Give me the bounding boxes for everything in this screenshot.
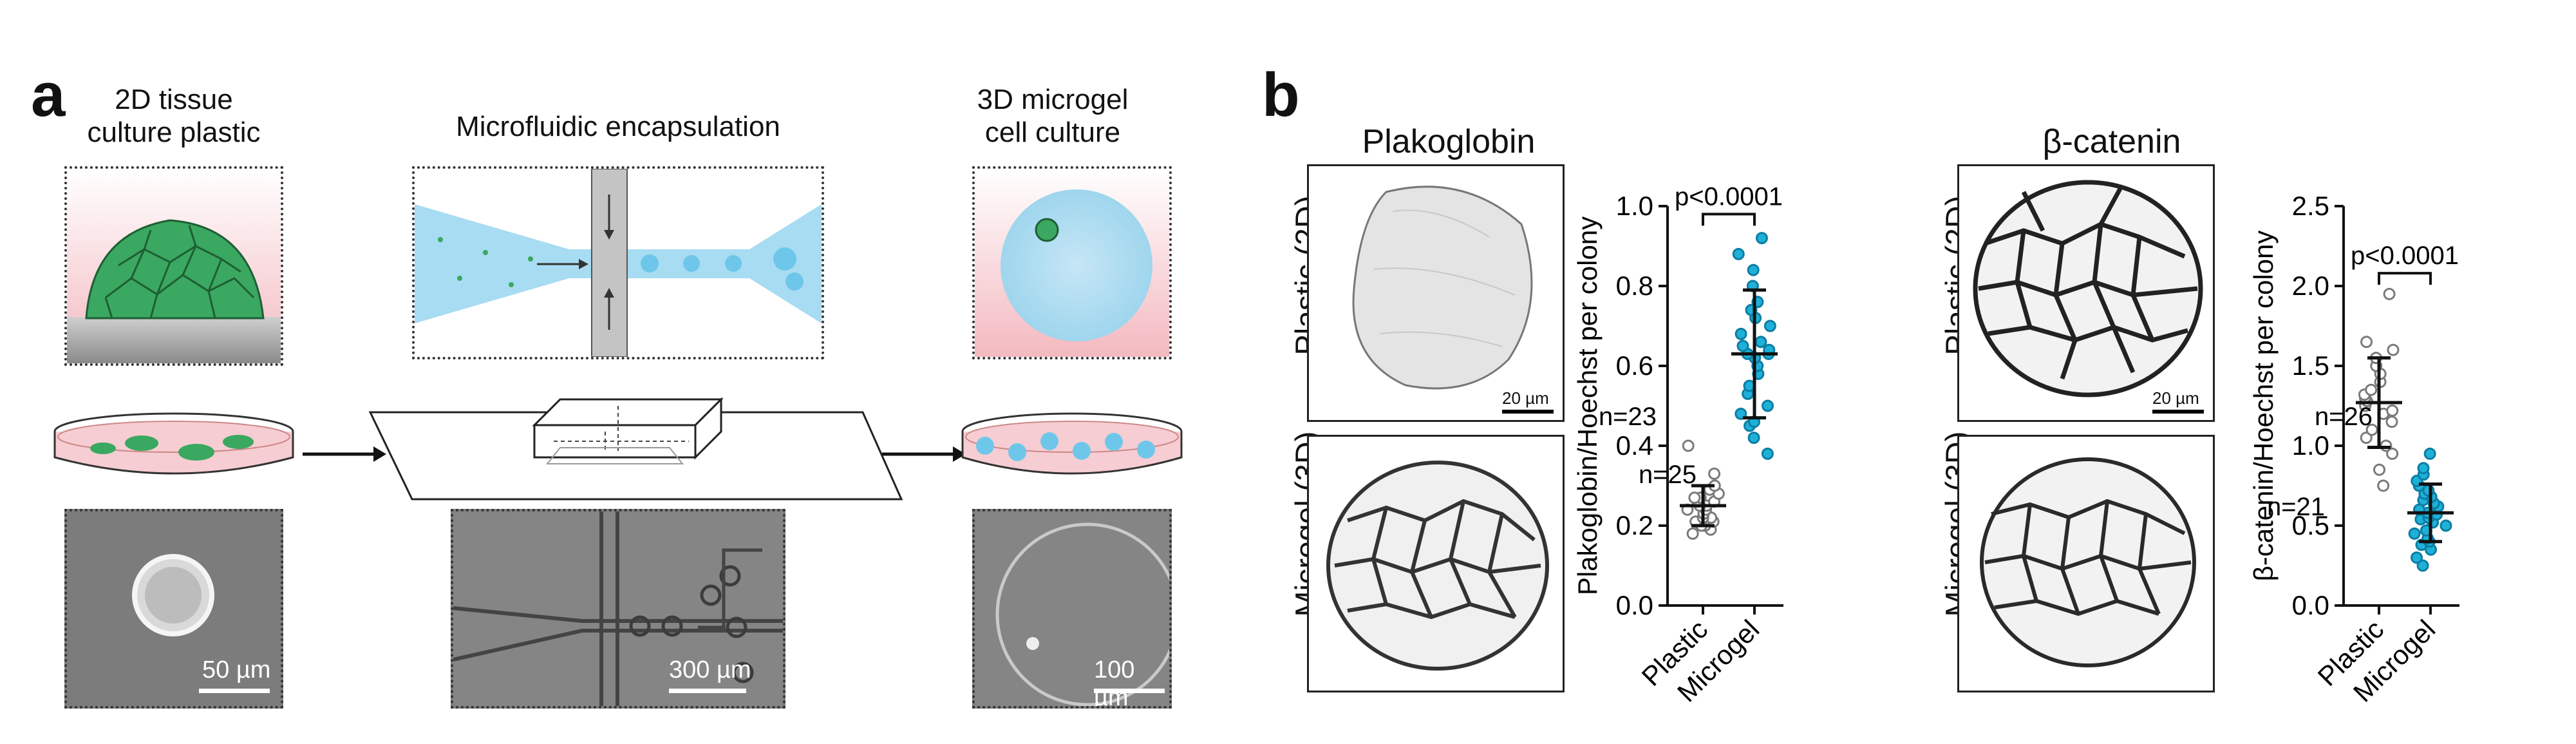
data-point-microgel [2423, 447, 2436, 460]
data-point-plastic [2383, 287, 2396, 300]
scalebar-50um [199, 689, 270, 693]
data-point-microgel [1762, 399, 1774, 412]
beta-catenin-plastic-image: 20 µm [1957, 164, 2215, 422]
data-point-microgel [1763, 320, 1776, 332]
plakoglobin-microgel-image [1307, 435, 1565, 692]
title-2d-culture: 2D tissue culture plastic [77, 84, 270, 149]
y-tick-label: 1.0 [2292, 430, 2329, 461]
data-point-microgel [1754, 336, 1767, 348]
chart-plakoglobin-plot: 0.0 0.2 0.4 0.6 0.8 1.0 Plakoglobin/Hoechst pe… [1572, 182, 1783, 708]
data-point-microgel [1732, 247, 1745, 260]
y-axis-label: β-catenin/Hoechst per colony [2248, 231, 2279, 582]
data-point-plastic [2373, 463, 2386, 476]
data-point-microgel [2411, 551, 2423, 564]
data-point-plastic [2387, 343, 2400, 356]
data-point-microgel [1747, 263, 1760, 276]
y-tick-label: 2.0 [2292, 271, 2329, 301]
microfluidic-junction-illustration [412, 166, 824, 359]
plakoglobin-scalebar-label: 20 µm [1502, 388, 1549, 408]
title-3d-microgel: 3D microgel cell culture [946, 84, 1159, 149]
data-point-plastic [2386, 447, 2399, 460]
microgel-petri-dish [953, 406, 1191, 483]
chart-beta-catenin-plot: 0.0 0.5 1.0 1.5 2.0 2.5 β-catenin/Hoechst per … [2248, 191, 2459, 708]
beta-catenin-microgel-image [1957, 435, 2215, 692]
data-point-microgel [2417, 462, 2430, 475]
title-3d-line2: cell culture [984, 116, 1121, 148]
data-point-plastic [2360, 432, 2373, 444]
plakoglobin-plastic-image: 20 µm [1307, 164, 1565, 422]
data-point-plastic [2360, 336, 2373, 348]
n-label: n=23 [1599, 403, 1657, 431]
beta-catenin-scalebar [2152, 410, 2204, 414]
y-tick-label: 0.5 [2292, 510, 2329, 540]
data-point-plastic [1686, 527, 1699, 540]
n-label: n=25 [1639, 461, 1697, 489]
microgel-micrograph: 100 µm [972, 509, 1172, 709]
data-point-plastic [2365, 383, 2378, 396]
data-point-plastic [1682, 439, 1695, 452]
arrow-right-2 [882, 444, 966, 467]
title-microfluidic: Microfluidic encapsulation [456, 111, 780, 142]
data-point-microgel [2440, 519, 2452, 532]
y-tick-label: 0.0 [1616, 590, 1653, 620]
2d-micrograph: 50 µm [64, 509, 283, 709]
p-value-label: p<0.0001 [2351, 242, 2459, 270]
data-point-plastic [2385, 415, 2398, 428]
scalebar-100um [1094, 689, 1165, 693]
plakoglobin-stain-title: Plakoglobin [1362, 123, 1536, 160]
title-2d-line2: culture plastic [87, 116, 261, 148]
data-point-microgel [1755, 232, 1768, 245]
y-tick-label: 0.8 [1616, 271, 1653, 301]
significance-bracket [2378, 272, 2432, 285]
beta-catenin-scalebar-label: 20 µm [2152, 388, 2199, 408]
beta-catenin-stain-title: β-catenin [2042, 123, 2181, 160]
scalebar-label-50um: 50 µm [202, 656, 271, 683]
data-point-plastic [2365, 423, 2378, 436]
y-tick-label: 0.0 [2292, 590, 2329, 620]
y-tick-label: 2.5 [2292, 191, 2329, 221]
microfluidic-chip [361, 386, 914, 502]
panel-a-letter: a [31, 61, 66, 129]
y-tick-label: 1.5 [2292, 350, 2329, 381]
y-tick-label: 0.4 [1616, 430, 1653, 461]
chart-plakoglobin: 0.0 0.2 0.4 0.6 0.8 1.0 Plakoglobin/Hoechst pe… [1572, 182, 1783, 708]
n-label: n=21 [2267, 493, 2325, 521]
y-tick-label: 0.6 [1616, 350, 1653, 381]
data-point-microgel [1761, 447, 1774, 460]
data-point-plastic [1688, 491, 1701, 504]
p-value-label: p<0.0001 [1675, 182, 1783, 211]
y-tick-label: 1.0 [1616, 191, 1653, 221]
microgel-illustration [972, 166, 1172, 359]
scalebar-label-300um: 300 µm [669, 656, 751, 683]
scalebar-label-100um: 100 µm [1094, 656, 1135, 709]
data-point-microgel [2408, 527, 2421, 540]
microfluidic-micrograph: 300 µm [451, 509, 785, 709]
2d-petri-dish [45, 406, 303, 483]
title-3d-line1: 3D microgel [977, 84, 1129, 115]
panel-b-letter: b [1262, 61, 1300, 129]
data-point-microgel [2416, 559, 2429, 572]
n-label: n=26 [2315, 403, 2373, 431]
data-point-microgel [1736, 339, 1749, 352]
data-point-plastic [2377, 479, 2390, 492]
significance-bracket [1702, 213, 1756, 226]
scalebar-300um [669, 689, 746, 693]
y-tick-label: 0.2 [1616, 510, 1653, 540]
arrow-right-1 [303, 444, 386, 467]
data-point-plastic [2386, 404, 2399, 417]
plakoglobin-scalebar [1502, 410, 1554, 414]
chart-beta-catenin: 0.0 0.5 1.0 1.5 2.0 2.5 β-catenin/Hoechst per … [2248, 191, 2459, 708]
data-point-microgel [1735, 327, 1747, 340]
y-axis-label: Plakoglobin/Hoechst per colony [1572, 216, 1603, 595]
data-point-plastic [1708, 467, 1721, 480]
data-point-microgel [1747, 432, 1760, 444]
title-2d-line1: 2D tissue [115, 84, 233, 115]
2d-cells-illustration [64, 166, 283, 366]
